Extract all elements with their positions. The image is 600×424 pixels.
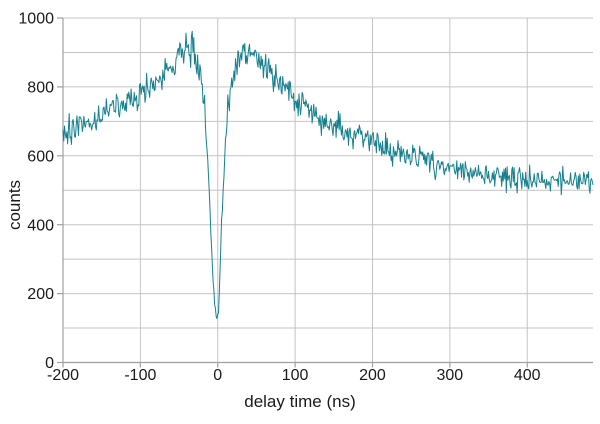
x-axis-title: delay time (ns) [244,392,356,411]
axes [62,18,593,364]
x-tick-label: -100 [124,367,156,384]
y-tick-label: 200 [27,286,54,303]
data-series-line [62,30,594,320]
x-tick-label: 100 [282,367,309,384]
y-tick-label: 400 [27,217,54,234]
x-tick-label: 200 [359,367,386,384]
x-tick-label: 0 [213,367,222,384]
y-tick-label: 600 [27,148,54,165]
y-tick-label: 0 [45,355,54,372]
gridlines [63,17,593,363]
y-tick-label: 800 [27,80,54,97]
y-axis-title: counts [5,179,24,231]
tick-labels: -200 -100 0 100 200 300 400 0 200 400 600 800 1000 [18,11,540,384]
x-tick-label: 400 [514,367,541,384]
data-series [62,30,594,320]
y-tick-label: 1000 [18,11,54,28]
x-tick-label: 300 [437,367,464,384]
x-tick-label: -200 [47,367,79,384]
tick-marks [57,17,528,368]
